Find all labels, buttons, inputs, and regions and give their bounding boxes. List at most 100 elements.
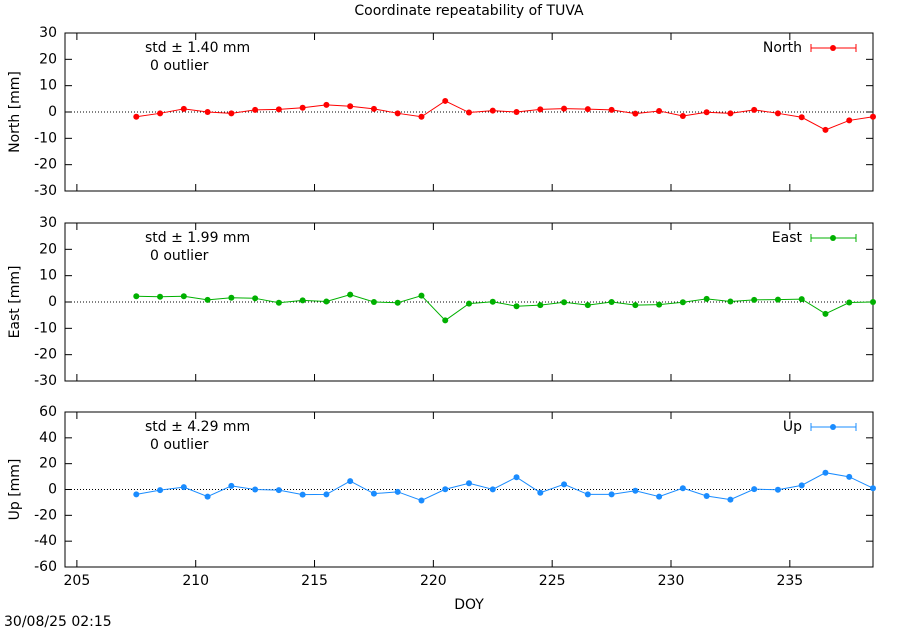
data-point xyxy=(537,302,544,309)
data-point xyxy=(157,293,164,300)
data-point xyxy=(656,493,663,500)
data-point xyxy=(157,110,164,117)
data-point xyxy=(846,299,853,306)
data-point xyxy=(466,480,472,487)
data-point xyxy=(584,106,591,113)
data-point xyxy=(632,302,639,309)
data-point xyxy=(275,299,282,306)
data-point xyxy=(133,113,140,120)
legend-marker xyxy=(830,45,836,51)
legend-label: East xyxy=(772,230,803,246)
data-point xyxy=(537,489,544,496)
data-point xyxy=(870,113,876,120)
data-point xyxy=(513,474,520,481)
y-tick-label: 0 xyxy=(48,104,57,120)
y-tick-label: 40 xyxy=(39,430,57,446)
y-tick-label: -30 xyxy=(34,183,57,199)
data-point xyxy=(822,310,829,317)
data-point xyxy=(323,491,330,498)
data-point xyxy=(275,106,282,113)
data-point xyxy=(774,296,781,303)
y-tick-label: 30 xyxy=(39,25,57,41)
data-point xyxy=(299,491,306,498)
data-point xyxy=(299,104,306,111)
y-tick-label: 0 xyxy=(48,482,57,498)
series-line xyxy=(136,100,874,131)
data-point xyxy=(228,482,235,489)
timestamp: 30/08/25 02:15 xyxy=(4,614,112,630)
data-point xyxy=(584,302,591,309)
data-point xyxy=(537,106,544,113)
data-point xyxy=(489,107,496,114)
y-axis-label: Up [mm] xyxy=(7,459,23,521)
data-point xyxy=(679,485,686,492)
y-tick-label: 20 xyxy=(39,51,57,67)
data-point xyxy=(180,105,187,112)
data-point xyxy=(751,486,758,493)
data-point xyxy=(774,486,781,493)
y-tick-label: 10 xyxy=(39,268,57,284)
annotation: 0 outlier xyxy=(150,248,209,264)
data-point xyxy=(180,484,187,491)
series-line xyxy=(136,294,874,322)
data-point xyxy=(489,486,496,493)
data-point xyxy=(846,473,853,480)
data-point xyxy=(608,106,615,113)
y-axis-label: East [mm] xyxy=(7,266,23,339)
data-point xyxy=(656,301,663,308)
data-point xyxy=(370,105,377,112)
y-tick-label: -20 xyxy=(34,507,57,523)
data-point xyxy=(774,110,781,117)
data-point xyxy=(561,299,568,306)
y-tick-label: 60 xyxy=(39,404,57,420)
data-point xyxy=(347,478,354,485)
data-point xyxy=(442,317,449,324)
data-point xyxy=(822,469,829,476)
data-point xyxy=(347,291,354,298)
data-point xyxy=(442,486,449,493)
annotation: std ± 1.40 mm xyxy=(145,40,250,56)
data-point xyxy=(394,110,401,117)
annotation: 0 outlier xyxy=(150,437,209,453)
data-point xyxy=(394,299,401,306)
data-point xyxy=(157,487,164,494)
data-point xyxy=(632,110,639,117)
data-point xyxy=(727,110,734,117)
data-point xyxy=(323,101,330,108)
data-point xyxy=(370,299,377,305)
x-tick-label: 220 xyxy=(420,573,447,589)
y-tick-label: -60 xyxy=(34,559,57,575)
data-point xyxy=(347,103,354,110)
y-tick-label: -40 xyxy=(34,533,57,549)
y-tick-label: -10 xyxy=(34,130,57,146)
data-point xyxy=(632,487,639,494)
series-line xyxy=(136,472,874,502)
data-point xyxy=(252,106,259,113)
x-tick-label: 235 xyxy=(776,573,803,589)
data-point xyxy=(751,106,758,113)
data-point xyxy=(703,109,710,116)
data-point xyxy=(513,303,520,310)
data-point xyxy=(608,491,615,498)
data-point xyxy=(133,293,140,300)
y-tick-label: 30 xyxy=(39,215,57,231)
data-point xyxy=(561,481,568,488)
x-tick-label: 215 xyxy=(301,573,328,589)
data-point xyxy=(252,295,259,302)
data-point xyxy=(323,298,330,305)
legend-label: North xyxy=(763,40,802,56)
data-point xyxy=(394,488,401,495)
y-tick-label: -30 xyxy=(34,373,57,389)
data-point xyxy=(513,109,520,115)
x-tick-label: 210 xyxy=(182,573,209,589)
y-tick-label: 20 xyxy=(39,241,57,257)
data-point xyxy=(133,491,140,498)
data-point xyxy=(204,493,211,500)
legend-label: Up xyxy=(783,419,802,435)
annotation: std ± 4.29 mm xyxy=(145,419,250,435)
data-point xyxy=(299,297,306,304)
annotation: std ± 1.99 mm xyxy=(145,230,250,246)
x-tick-label: 230 xyxy=(658,573,685,589)
data-point xyxy=(561,105,568,112)
y-tick-label: -10 xyxy=(34,320,57,336)
